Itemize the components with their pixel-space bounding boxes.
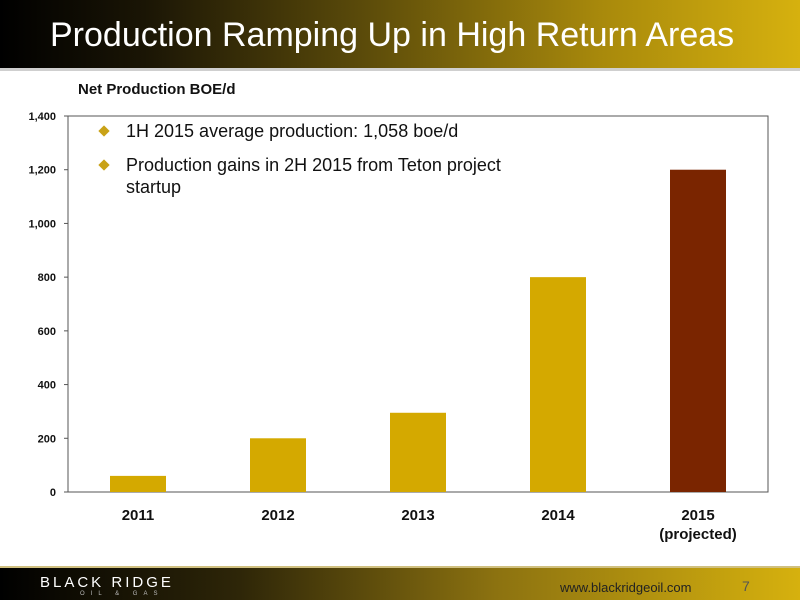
bar-1 xyxy=(250,438,306,492)
production-bar-chart: 0 200 400 600 800 1,000 1,200 1,400 2011 2012 2013… xyxy=(28,111,769,543)
bar-0 xyxy=(110,475,166,492)
bullet-text: 1H 2015 average production: 1,058 boe/d xyxy=(126,121,459,141)
bar-3 xyxy=(530,277,586,492)
chart-title: Net Production BOE/d xyxy=(78,81,236,98)
header-divider xyxy=(0,68,800,71)
company-logo-subtext: OIL & GAS xyxy=(80,591,164,597)
slide-footer xyxy=(0,566,800,600)
slide-header xyxy=(0,0,800,68)
diamond-bullet-icon xyxy=(98,159,110,171)
x-tick-label: 2015 (projected) xyxy=(659,507,737,543)
y-tick-label: 1,400 xyxy=(28,111,56,123)
diamond-bullet-icon xyxy=(98,125,110,137)
y-tick-label: 1,000 xyxy=(28,218,56,230)
y-tick-label: 200 xyxy=(38,433,56,445)
bullet-text: Production gains in 2H 2015 from Teton p… xyxy=(126,155,501,197)
y-tick-label: 800 xyxy=(38,272,56,284)
y-tick-label: 1,200 xyxy=(28,165,56,177)
bar-2 xyxy=(390,412,446,492)
x-tick-label: 2012 xyxy=(261,507,294,524)
page-number: 7 xyxy=(742,578,750,594)
y-tick-label: 400 xyxy=(38,380,56,392)
y-tick-label: 0 xyxy=(50,487,56,499)
company-logo: BLACK RIDGE xyxy=(40,574,174,591)
bullet-item: 1H 2015 average production: 1,058 boe/d xyxy=(98,120,520,142)
footer-divider xyxy=(0,566,800,568)
x-tick-label: 2011 xyxy=(122,507,155,524)
bar-4 xyxy=(670,169,726,492)
website-url: www.blackridgeoil.com xyxy=(560,580,692,595)
x-tick-label: 2014 xyxy=(541,507,575,524)
y-tick-label: 600 xyxy=(38,326,56,338)
bullet-list: 1H 2015 average production: 1,058 boe/d … xyxy=(98,120,520,210)
slide-title: Production Ramping Up in High Return Are… xyxy=(50,16,735,54)
x-tick-label: 2013 xyxy=(401,507,434,524)
bullet-item: Production gains in 2H 2015 from Teton p… xyxy=(98,154,520,198)
